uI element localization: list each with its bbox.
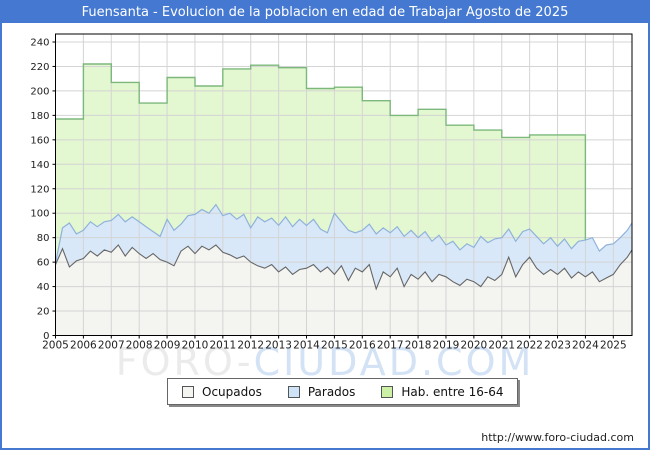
y-tick-label: 120 xyxy=(30,184,49,195)
legend-label-ocupados: Ocupados xyxy=(202,384,262,399)
watermark-separator: - xyxy=(236,340,254,384)
x-tick-label: 2021 xyxy=(488,340,515,352)
x-tick-label: 2020 xyxy=(460,340,487,352)
y-tick-label: 180 xyxy=(30,111,49,122)
x-tick-label: 2022 xyxy=(516,340,543,352)
y-tick-label: 60 xyxy=(37,258,50,269)
x-tick-label: 2014 xyxy=(293,340,320,352)
legend-label-parados: Parados xyxy=(307,384,356,399)
ocupados-area xyxy=(55,245,632,336)
y-tick-label: 80 xyxy=(37,233,50,244)
x-tick-label: 2019 xyxy=(433,340,460,352)
chart-legend: Ocupados Parados Hab. entre 16-64 xyxy=(167,378,519,405)
x-tick-label: 2024 xyxy=(572,340,599,352)
x-tick-label: 2025 xyxy=(600,340,627,352)
legend-item-hab16-64: Hab. entre 16-64 xyxy=(381,385,503,399)
hab16-64-line xyxy=(55,63,587,241)
x-tick-label: 2017 xyxy=(377,340,404,352)
ocupados-line xyxy=(54,244,633,291)
y-tick-label: 200 xyxy=(30,86,49,97)
legend-item-ocupados: Ocupados xyxy=(182,385,262,399)
x-tick-label: 2023 xyxy=(544,340,571,352)
ocupados-swatch-icon xyxy=(182,385,194,398)
x-tick-label: 2006 xyxy=(70,340,97,352)
x-tick-label: 2010 xyxy=(182,340,209,352)
parados-swatch-icon xyxy=(287,385,300,398)
x-tick-label: 2011 xyxy=(209,340,236,352)
y-tick-label: 220 xyxy=(30,62,49,73)
x-tick-label: 2016 xyxy=(349,340,376,352)
y-tick-label: 140 xyxy=(30,160,49,171)
watermark-part1: FORO xyxy=(115,340,237,384)
legend-label-hab16-64: Hab. entre 16-64 xyxy=(401,384,504,399)
y-tick-label: 20 xyxy=(37,307,50,318)
y-tick-label: 0 xyxy=(43,331,49,342)
watermark-part2: CIUDAD.COM xyxy=(253,340,535,384)
x-tick-label: 2009 xyxy=(154,340,181,352)
x-tick-label: 2008 xyxy=(126,340,153,352)
x-tick-label: 2005 xyxy=(42,340,69,352)
y-tick-label: 100 xyxy=(30,209,49,220)
watermark: FORO-CIUDAD.COM xyxy=(116,340,535,384)
parados-line xyxy=(54,203,633,264)
x-tick-label: 2007 xyxy=(98,340,125,352)
plot-border xyxy=(55,33,633,336)
x-tick-label: 2012 xyxy=(237,340,264,352)
x-tick-label: 2015 xyxy=(321,340,348,352)
x-tick-label: 2013 xyxy=(265,340,292,352)
y-tick-label: 160 xyxy=(30,135,49,146)
hab16-64-swatch-icon xyxy=(381,385,394,398)
y-tick-label: 240 xyxy=(30,38,49,49)
source-url-text: http://www.foro-ciudad.com xyxy=(481,431,634,444)
title-bar: Fuensanta - Evolucion de la poblacion en… xyxy=(2,2,648,23)
legend-item-parados: Parados xyxy=(287,384,356,399)
y-tick-label: 40 xyxy=(37,282,50,293)
x-tick-label: 2018 xyxy=(405,340,432,352)
